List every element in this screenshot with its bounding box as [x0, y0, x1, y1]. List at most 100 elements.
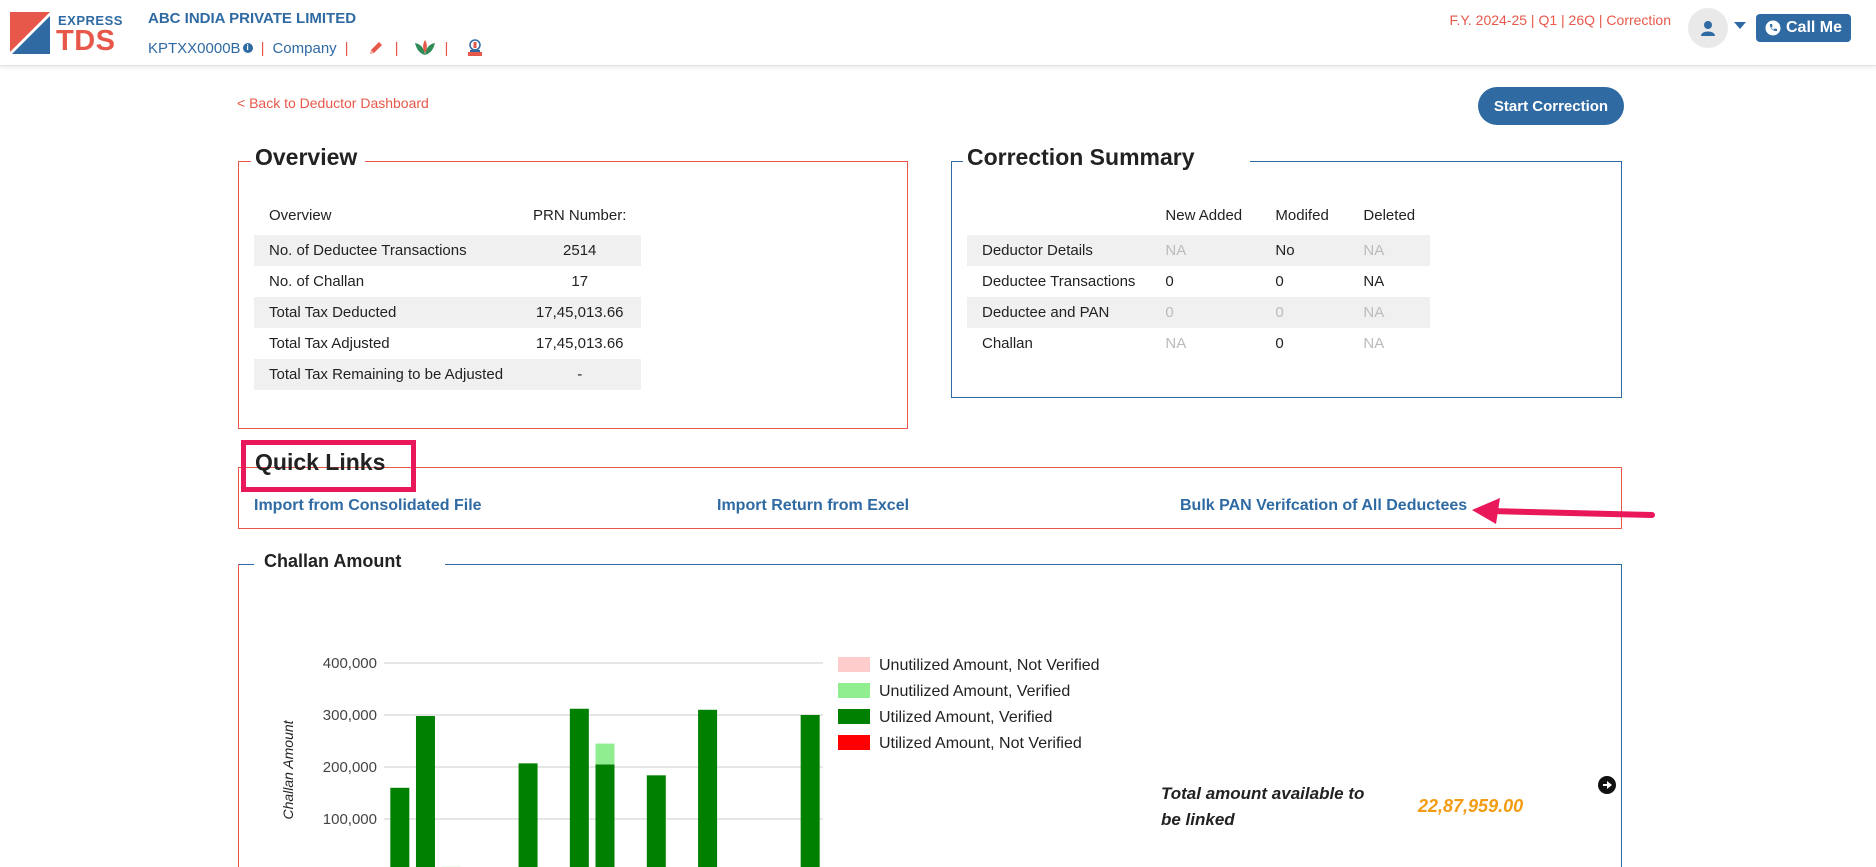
- chart-bar-utilized-verified: [415, 716, 435, 867]
- row-label: Deductee and PAN: [967, 297, 1151, 328]
- entity-type: Company: [272, 39, 337, 57]
- correction-summary-title: Correction Summary: [963, 144, 1250, 171]
- row-label: Deductor Details: [967, 235, 1151, 266]
- overview-panel: [238, 161, 908, 429]
- total-available-value: 22,87,959.00: [1418, 796, 1524, 816]
- chart-bar-utilized-verified: [569, 708, 589, 867]
- col-header-blank: [967, 195, 1150, 235]
- call-me-label: Call Me: [1785, 19, 1842, 36]
- deleted-cell: NA: [1363, 273, 1385, 290]
- separator: |: [394, 39, 399, 57]
- logo-text-express: EXPRESS: [58, 13, 123, 28]
- row-label: No. of Deductee Transactions: [254, 235, 519, 266]
- total-available-label: Total amount available to be linked: [1161, 784, 1365, 829]
- start-correction-button[interactable]: Start Correction: [1478, 87, 1624, 125]
- table-row: Deductor Details NA No NA: [967, 235, 1431, 266]
- row-label: No. of Challan: [269, 273, 365, 290]
- chart-bar-utilized-verified: [646, 775, 666, 867]
- chart-bar-utilized-verified: [595, 764, 615, 867]
- chart-legend-swatch: [838, 735, 870, 750]
- new-added-cell: NA: [1165, 335, 1187, 352]
- row-label: Challan: [982, 335, 1033, 352]
- table-row: Challan NA 0 NA: [967, 328, 1430, 359]
- logo-mark-icon: [10, 12, 50, 54]
- table-row: Total Tax Adjusted 17,45,013.66: [254, 328, 641, 359]
- table-row: Total Tax Deducted 17,45,013.66: [254, 297, 642, 328]
- plant-icon[interactable]: [414, 37, 436, 59]
- express-tds-logo[interactable]: EXPRESS TDS: [8, 8, 126, 56]
- new-added-cell: 0: [1150, 297, 1261, 328]
- import-return-excel-link[interactable]: Import Return from Excel: [717, 497, 910, 514]
- table-row: Deductee Transactions 0 0 NA: [967, 266, 1430, 297]
- import-consolidated-file-link[interactable]: Import from Consolidated File: [254, 497, 482, 514]
- deleted-cell: NA: [1363, 335, 1385, 352]
- correction-summary-table: New Added Modifed Deleted Deductor Detai…: [967, 195, 1431, 359]
- row-label: Total Tax Adjusted: [269, 335, 390, 352]
- row-value: 2514: [518, 235, 642, 266]
- chart-y-tick-label: 400,000: [323, 655, 377, 672]
- quick-links-highlight-box: [241, 440, 416, 492]
- chart-legend-swatch: [838, 683, 870, 698]
- bulk-pan-verification-link[interactable]: Bulk PAN Verifcation of All Deductees: [1180, 497, 1468, 514]
- modified-cell: 0: [1260, 297, 1349, 328]
- separator: |: [260, 39, 265, 57]
- col-header-new-added: New Added: [1165, 206, 1243, 224]
- chart-y-tick-label: 200,000: [323, 759, 377, 776]
- table-row: No. of Challan 17: [254, 266, 641, 297]
- deleted-cell: NA: [1348, 297, 1431, 328]
- chart-bar-utilized-verified: [518, 763, 538, 867]
- overview-title: Overview: [251, 144, 366, 171]
- row-value: 17: [571, 273, 589, 290]
- info-icon[interactable]: i: [242, 43, 253, 53]
- back-to-deductor-dashboard-link[interactable]: < Back to Deductor Dashboard: [237, 95, 429, 111]
- separator: |: [344, 39, 349, 57]
- chart-y-tick-label: 100,000: [323, 811, 377, 828]
- chart-bar-utilized-verified: [390, 787, 410, 867]
- modified-cell: 0: [1275, 273, 1284, 290]
- separator: |: [444, 39, 449, 57]
- row-value: 17,45,013.66: [535, 335, 624, 352]
- chart-legend-swatch: [838, 709, 870, 724]
- caret-down-icon[interactable]: [1734, 22, 1746, 29]
- challan-amount-panel: [238, 564, 1622, 867]
- overview-col-header: Overview: [269, 206, 332, 224]
- row-label: Total Tax Deducted: [254, 297, 519, 328]
- arrow-right-circle-icon[interactable]: [1598, 776, 1616, 794]
- quick-links-panel: [238, 467, 1622, 529]
- tan-number: KPTXX0000B: [148, 39, 241, 57]
- user-icon[interactable]: [1688, 8, 1728, 48]
- logo-text-tds: TDS: [56, 25, 116, 57]
- chart-legend-label: Utilized Amount, Not Verified: [879, 735, 1082, 752]
- table-row: Total Tax Remaining to be Adjusted -: [254, 359, 642, 390]
- chart-legend-label: Unutilized Amount, Verified: [879, 683, 1070, 700]
- table-row: Deductee and PAN 0 0 NA: [967, 297, 1431, 328]
- modified-cell: 0: [1275, 335, 1284, 352]
- chart-legend-swatch: [838, 657, 870, 672]
- row-value: -: [518, 359, 642, 390]
- correction-summary-panel: [951, 161, 1622, 398]
- call-me-button[interactable]: Call Me: [1756, 14, 1851, 42]
- edit-icon[interactable]: [365, 37, 387, 59]
- phone-icon: [1765, 20, 1781, 36]
- modified-cell: No: [1260, 235, 1349, 266]
- col-header-modified: Modifed: [1275, 206, 1329, 224]
- chart-bar-utilized-verified: [800, 715, 820, 867]
- col-header-deleted: Deleted: [1363, 206, 1416, 224]
- challan-amount-chart: 100,000 200,000 300,000 400,000 Challan Amou…: [280, 655, 1100, 867]
- financial-year-info: F.Y. 2024-25 | Q1 | 26Q | Correction: [1449, 12, 1671, 28]
- chart-bar-utilized-verified: [698, 709, 718, 867]
- challan-amount-title: Challan Amount: [254, 551, 446, 572]
- deleted-cell: NA: [1348, 235, 1431, 266]
- chart-bar-unutilized-verified: [595, 743, 615, 765]
- company-name: ABC INDIA PRIVATE LIMITED: [148, 10, 357, 27]
- company-subinfo: KPTXX0000B i | Company | | |: [148, 37, 486, 59]
- row-label: Deductee Transactions: [982, 273, 1136, 290]
- table-row: No. of Deductee Transactions 2514: [254, 235, 642, 266]
- row-label: Total Tax Remaining to be Adjusted: [254, 359, 519, 390]
- income-tax-icon[interactable]: [464, 37, 486, 59]
- quick-links-title: Quick Links: [255, 449, 386, 475]
- chart-y-axis-label: Challan Amount: [280, 719, 296, 819]
- chart-y-tick-label: 300,000: [323, 707, 377, 724]
- new-added-cell: 0: [1165, 273, 1174, 290]
- top-header: EXPRESS TDS ABC INDIA PRIVATE LIMITED KP…: [0, 0, 1876, 66]
